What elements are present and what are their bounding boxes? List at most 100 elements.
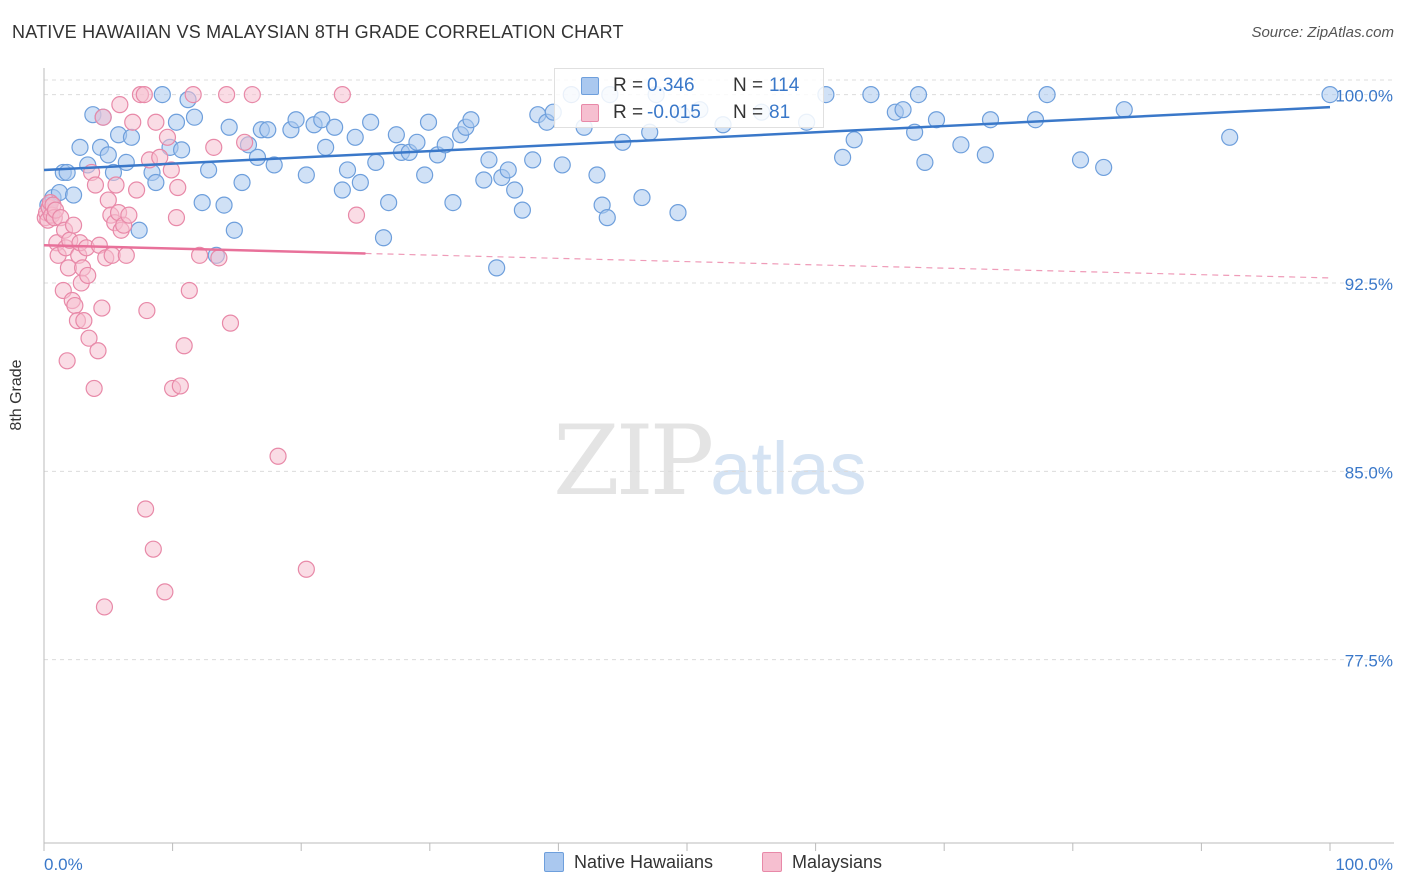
hawaiians-point	[633, 188, 651, 207]
hawaiians-point	[408, 133, 426, 151]
malaysians-point	[79, 266, 97, 285]
hawaiians-point	[367, 153, 385, 172]
malaysians-point	[95, 598, 114, 616]
malaysians-point	[162, 161, 180, 179]
hawaiians-point	[233, 173, 251, 192]
hawaiians-point	[598, 209, 616, 227]
hawaiians-point	[58, 163, 76, 182]
y-tick-label: 85.0%	[1345, 463, 1393, 482]
malaysians-point	[85, 379, 103, 398]
malaysians-point	[117, 246, 135, 264]
hawaiians-point	[225, 221, 243, 239]
watermark-zip: ZIP	[553, 405, 714, 517]
n-label: N =	[733, 75, 764, 96]
hawaiians-point	[462, 111, 480, 129]
malaysians-point	[93, 299, 111, 317]
hawaiians-point	[588, 166, 606, 184]
malaysians-point	[180, 281, 198, 300]
hawaiians-point	[185, 108, 204, 126]
malaysians-point	[136, 500, 155, 518]
r-value: 0.346	[647, 75, 695, 96]
hawaiians-point	[976, 146, 994, 164]
legend-item-malaysians: Malaysians	[762, 852, 882, 873]
hawaiians-point	[99, 146, 117, 164]
hawaiians-legend-swatch	[544, 852, 564, 872]
malaysians-point	[66, 296, 84, 315]
hawaiians-point	[313, 111, 331, 129]
stats-legend-row-malaysians: R = -0.015 N = 81	[555, 100, 823, 126]
watermark: ZIPatlas	[553, 405, 867, 517]
hawaiians-point	[130, 221, 148, 239]
hawaiians-point	[317, 138, 335, 156]
hawaiians-point	[553, 156, 571, 174]
malaysians-point	[269, 447, 287, 465]
hawaiians-point	[488, 259, 506, 277]
hawaiians-point	[374, 229, 393, 247]
malaysians-point	[218, 86, 236, 104]
malaysians-point	[236, 133, 254, 151]
hawaiians-point	[346, 128, 364, 146]
hawaiians-point	[909, 86, 928, 104]
hawaiians-point	[287, 111, 305, 129]
malaysians-legend-swatch	[762, 852, 782, 872]
malaysians-point	[135, 86, 153, 104]
hawaiians-point	[513, 201, 531, 219]
legend-item-hawaiians: Native Hawaiians	[544, 852, 713, 873]
hawaiians-point	[894, 101, 912, 119]
malaysians-point	[175, 337, 193, 355]
n-value: 114	[769, 75, 800, 96]
malaysians-point	[64, 216, 83, 234]
hawaiians-point	[122, 128, 141, 146]
hawaiians-point	[834, 148, 852, 166]
malaysians-point	[221, 314, 240, 332]
malaysians-point	[169, 178, 187, 197]
hawaiians-point	[117, 153, 135, 172]
hawaiians-point	[64, 186, 83, 204]
malaysians-point	[171, 377, 189, 395]
y-tick-label: 92.5%	[1345, 275, 1393, 294]
malaysians-point	[58, 352, 76, 370]
hawaiians-legend-label: Native Hawaiians	[574, 852, 714, 872]
malaysians-point	[205, 138, 223, 156]
hawaiians-point	[338, 161, 357, 179]
hawaiians-trend-line	[43, 105, 1331, 172]
hawaiians-point	[1321, 86, 1339, 104]
malaysians-legend-label: Malaysians	[792, 852, 883, 872]
x-tick-label: 0.0%	[44, 855, 83, 874]
hawaiians-point	[419, 113, 438, 131]
malaysians-point	[184, 86, 202, 104]
hawaiians-point	[1026, 111, 1045, 129]
malaysians-point	[94, 108, 112, 126]
hawaiians-point	[147, 173, 165, 192]
malaysians-point	[167, 209, 186, 227]
malaysians-point	[333, 86, 351, 104]
hawaiians-point	[1095, 158, 1113, 177]
malaysians-point	[75, 312, 93, 330]
hawaiians-point	[524, 151, 542, 169]
malaysians-trend-line	[43, 244, 366, 255]
hawaiians-point	[297, 166, 315, 184]
hawaiians-point	[167, 113, 186, 131]
hawaiians-point	[259, 121, 277, 139]
malaysians-point	[156, 583, 174, 601]
malaysians-point	[297, 560, 315, 578]
hawaiians-point	[916, 153, 934, 172]
malaysians-point	[107, 176, 125, 194]
hawaiians-point	[193, 193, 211, 212]
r-value: -0.015	[647, 102, 701, 123]
hawaiians-point	[444, 193, 462, 212]
malaysians-point	[86, 176, 105, 194]
stats-legend-row-hawaiians: R = 0.346 N = 114	[555, 73, 823, 99]
malaysians-point	[210, 249, 228, 267]
hawaiians-point	[387, 126, 405, 144]
malaysians-trend-line-extension	[365, 252, 1331, 279]
x-tick-label: 100.0%	[1335, 855, 1393, 874]
hawaiians-point	[475, 171, 493, 189]
hawaiians-point	[153, 86, 171, 104]
hawaiians-point	[1071, 151, 1090, 169]
malaysians-point	[191, 246, 209, 264]
hawaiians-point	[1221, 128, 1239, 146]
hawaiians-point	[436, 136, 454, 154]
malaysians-point	[120, 206, 138, 224]
